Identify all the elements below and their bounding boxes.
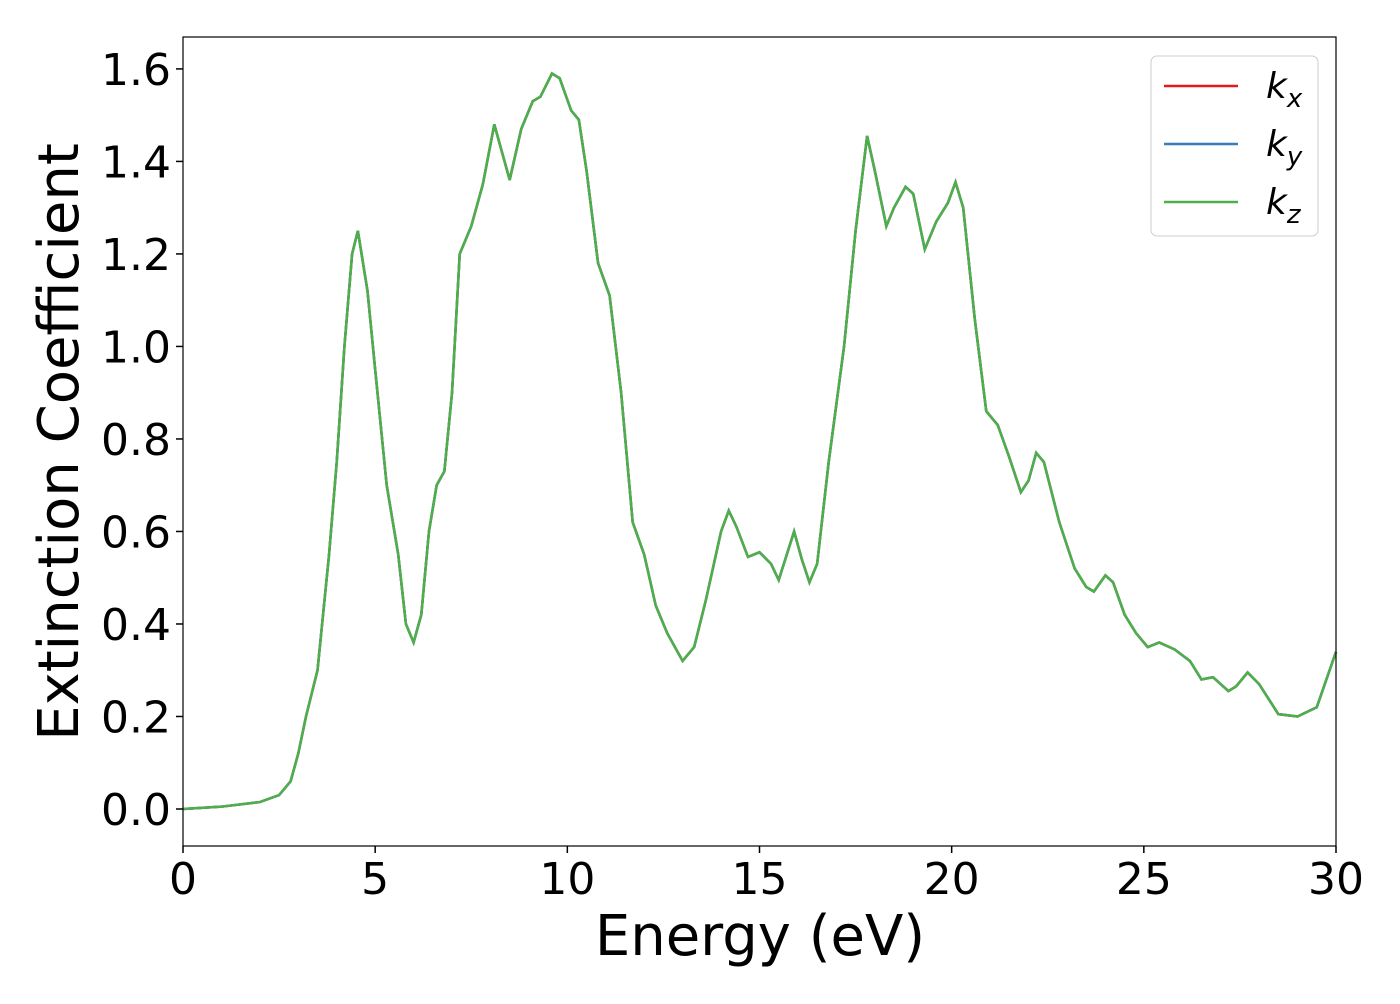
series-line: [182, 71, 1338, 811]
y-tick-label: 0.2: [101, 692, 171, 743]
y-tick-label: 1.4: [101, 137, 171, 188]
y-tick-label: 0.0: [101, 785, 171, 836]
x-tick-label: 30: [1308, 854, 1364, 905]
legend-box: [1150, 55, 1319, 237]
plot-frame: [182, 36, 1337, 847]
x-tick-label: 15: [732, 854, 788, 905]
y-tick-label: 1.2: [101, 230, 171, 281]
y-tick-label: 1.6: [101, 45, 171, 96]
x-tick-label: 25: [1116, 854, 1172, 905]
x-tick-label: 5: [361, 854, 389, 905]
y-axis-label: Extinction Coefficient: [27, 143, 92, 741]
x-tick-label: 20: [924, 854, 980, 905]
legend: kx ky kz: [1150, 55, 1319, 237]
y-tick-label: 0.4: [101, 600, 171, 651]
x-tick-label: 0: [169, 854, 197, 905]
x-axis-label: Energy (eV): [595, 904, 925, 969]
legend-label: kz: [1266, 182, 1302, 230]
legend-label: ky: [1266, 124, 1303, 172]
y-tick-label: 1.0: [101, 322, 171, 373]
legend-label: kx: [1266, 66, 1303, 114]
y-tick-label: 0.6: [101, 507, 171, 558]
y-tick-label: 0.8: [101, 415, 171, 466]
x-tick-label: 10: [539, 854, 595, 905]
